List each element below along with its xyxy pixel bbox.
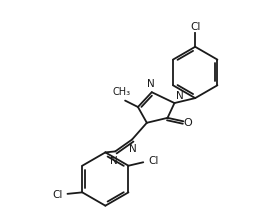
- Text: Cl: Cl: [190, 22, 200, 32]
- Text: N: N: [176, 91, 184, 101]
- Text: CH₃: CH₃: [112, 87, 130, 97]
- Text: N: N: [147, 79, 155, 89]
- Text: O: O: [183, 118, 192, 128]
- Text: Cl: Cl: [52, 190, 62, 200]
- Text: N: N: [129, 144, 137, 154]
- Text: Cl: Cl: [148, 156, 159, 166]
- Text: N: N: [110, 156, 118, 166]
